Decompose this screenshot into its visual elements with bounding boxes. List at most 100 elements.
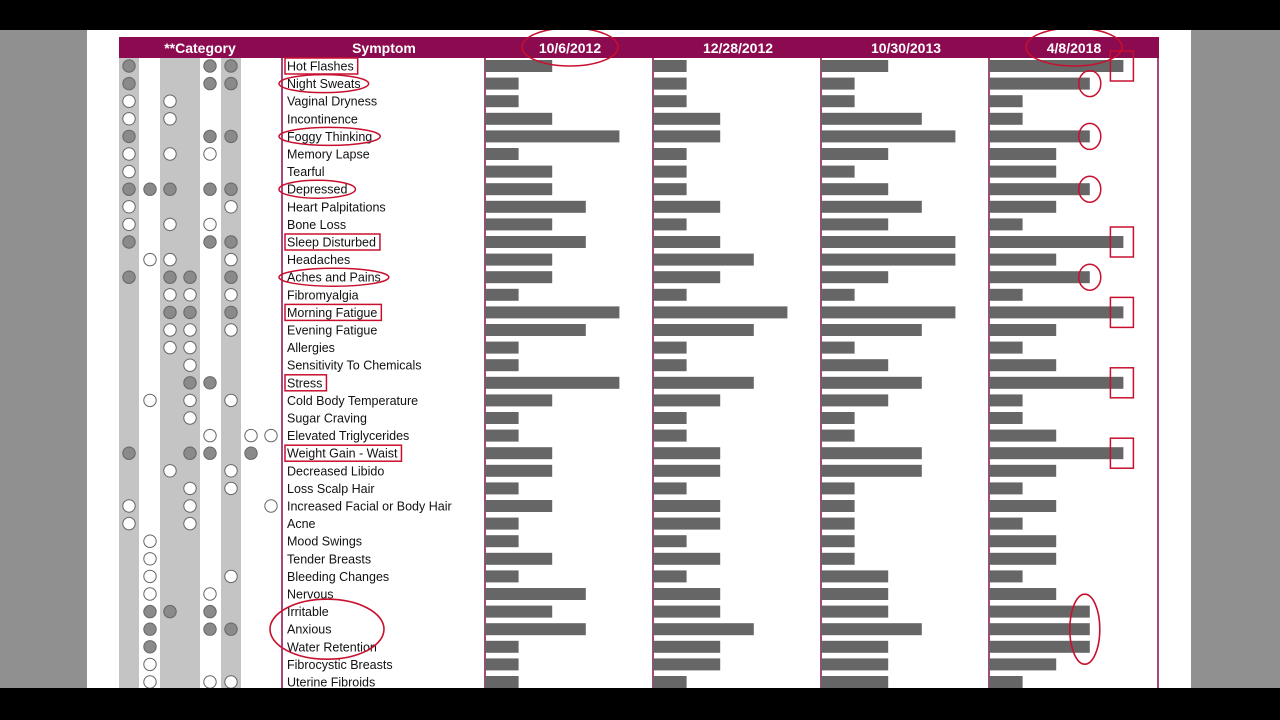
bar-increased-facial-or-body-hair-date3 bbox=[821, 500, 855, 512]
symptom-label-acne: Acne bbox=[287, 517, 316, 531]
category-marker-foggy-thinking-6 bbox=[224, 129, 238, 144]
category-marker-aches-and-pains-1 bbox=[122, 270, 136, 284]
column-separators bbox=[281, 58, 1159, 688]
symptom-label-fibrocystic-breasts: Fibrocystic Breasts bbox=[287, 658, 393, 672]
symptom-label-hot-flashes: Hot Flashes bbox=[287, 60, 354, 74]
category-marker-increased-facial-or-body-hair-8 bbox=[264, 499, 278, 513]
bar-heart-palpitations-date1 bbox=[485, 200, 586, 213]
bar-allergies-date2 bbox=[653, 341, 687, 354]
bar-uterine-fibroids-date1 bbox=[485, 676, 519, 688]
bar-box-morning-fatigue bbox=[1109, 296, 1135, 329]
bar-fibromyalgia-date3 bbox=[821, 288, 855, 301]
bar-irritable-date3 bbox=[821, 605, 889, 618]
category-marker-acne-4 bbox=[183, 516, 197, 531]
category-stripes bbox=[119, 58, 241, 688]
category-marker-elevated-triglycerides-8 bbox=[264, 428, 278, 443]
bar-acne-date4 bbox=[989, 517, 1023, 530]
category-marker-irritable-2 bbox=[143, 604, 157, 619]
bar-loss-scalp-hair-date1 bbox=[485, 482, 519, 495]
bar-decreased-libido-date1 bbox=[485, 464, 553, 477]
symptom-circle-aches-and-pains bbox=[278, 267, 390, 287]
category-marker-vaginal-dryness-3 bbox=[163, 94, 177, 108]
category-marker-tearful-1 bbox=[122, 164, 136, 179]
category-marker-anxious-5 bbox=[203, 622, 217, 636]
category-marker-vaginal-dryness-1 bbox=[122, 94, 136, 108]
symptom-label-anxious: Anxious bbox=[287, 623, 331, 637]
bar-circle-aches-and-pains bbox=[1078, 263, 1102, 291]
bar-acne-date1 bbox=[485, 517, 519, 530]
bar-irritable-date2 bbox=[653, 605, 721, 618]
category-header: **Category bbox=[164, 40, 236, 56]
symptom-label-water-retention: Water Retention bbox=[287, 640, 377, 654]
bar-incontinence-date4 bbox=[989, 112, 1023, 125]
bar-tearful-date1 bbox=[485, 165, 553, 178]
date-header-4: 4/8/2018 bbox=[1047, 40, 1102, 56]
bar-loss-scalp-hair-date4 bbox=[989, 482, 1023, 495]
bar-increased-facial-or-body-hair-date2 bbox=[653, 500, 721, 512]
bar-hot-flashes-date1 bbox=[485, 60, 553, 72]
bar-uterine-fibroids-date2 bbox=[653, 676, 687, 688]
bar-night-sweats-date2 bbox=[653, 77, 687, 90]
bar-vaginal-dryness-date2 bbox=[653, 95, 687, 108]
bar-sugar-craving-date1 bbox=[485, 412, 519, 424]
category-marker-heart-palpitations-6 bbox=[224, 200, 238, 214]
symptom-label-aches-and-pains: Aches and Pains bbox=[287, 271, 381, 285]
bar-nervous-date3 bbox=[821, 588, 889, 600]
category-marker-weight-gain-waist-5 bbox=[203, 446, 217, 460]
bar-memory-lapse-date3 bbox=[821, 148, 889, 160]
category-marker-anxious-2 bbox=[143, 622, 157, 636]
bar-elevated-triglycerides-date3 bbox=[821, 429, 855, 442]
category-markers bbox=[122, 59, 278, 688]
symptom-label-bone-loss: Bone Loss bbox=[287, 218, 346, 232]
category-marker-decreased-libido-3 bbox=[163, 464, 177, 478]
symptom-box-weight-gain-waist bbox=[284, 444, 403, 462]
bar-decreased-libido-date3 bbox=[821, 464, 922, 477]
category-marker-nervous-2 bbox=[143, 587, 157, 601]
bar-nervous-date1 bbox=[485, 588, 586, 600]
bar-heart-palpitations-date3 bbox=[821, 200, 922, 213]
category-marker-headaches-6 bbox=[224, 252, 238, 267]
bar-foggy-thinking-date2 bbox=[653, 130, 721, 143]
bar-tender-breasts-date4 bbox=[989, 552, 1057, 565]
symptom-label-uterine-fibroids: Uterine Fibroids bbox=[287, 676, 375, 689]
category-marker-uterine-fibroids-5 bbox=[203, 675, 217, 688]
category-marker-night-sweats-6 bbox=[224, 76, 238, 91]
bar-morning-fatigue-date2 bbox=[653, 306, 788, 319]
date-circle-10-6-2012 bbox=[521, 30, 619, 67]
category-marker-evening-fatigue-3 bbox=[163, 323, 177, 337]
symptom-box-hot-flashes bbox=[284, 57, 359, 75]
category-marker-decreased-libido-6 bbox=[224, 464, 238, 478]
symptom-label-nervous: Nervous bbox=[287, 588, 334, 602]
category-marker-irritable-3 bbox=[163, 604, 177, 619]
category-marker-aches-and-pains-4 bbox=[183, 270, 197, 284]
bar-bleeding-changes-date4 bbox=[989, 570, 1023, 583]
category-marker-bleeding-changes-6 bbox=[224, 569, 238, 584]
bar-decreased-libido-date2 bbox=[653, 464, 721, 477]
category-marker-weight-gain-waist-1 bbox=[122, 446, 136, 460]
symptom-box-sleep-disturbed bbox=[284, 233, 381, 251]
header-bar bbox=[119, 37, 1159, 58]
category-marker-acne-1 bbox=[122, 516, 136, 531]
bar-nervous-date4 bbox=[989, 588, 1057, 600]
category-marker-irritable-5 bbox=[203, 604, 217, 619]
category-marker-stress-4 bbox=[183, 376, 197, 390]
severity-bars bbox=[485, 60, 1124, 688]
bar-loss-scalp-hair-date2 bbox=[653, 482, 687, 495]
bar-tearful-date4 bbox=[989, 165, 1057, 178]
bar-mood-swings-date1 bbox=[485, 535, 519, 548]
category-marker-fibromyalgia-6 bbox=[224, 288, 238, 302]
category-marker-bone-loss-1 bbox=[122, 217, 136, 232]
category-marker-morning-fatigue-6 bbox=[224, 305, 238, 320]
category-marker-loss-scalp-hair-6 bbox=[224, 481, 238, 496]
category-marker-elevated-triglycerides-7 bbox=[244, 428, 258, 443]
category-marker-memory-lapse-1 bbox=[122, 147, 136, 161]
bar-stress-date1 bbox=[485, 376, 620, 389]
bar-tearful-date3 bbox=[821, 165, 855, 178]
bar-bone-loss-date2 bbox=[653, 218, 687, 231]
bar-bone-loss-date1 bbox=[485, 218, 553, 231]
bar-sugar-craving-date4 bbox=[989, 412, 1023, 424]
date-header-2: 12/28/2012 bbox=[703, 40, 773, 56]
bar-foggy-thinking-date3 bbox=[821, 130, 956, 143]
bar-cold-body-temperature-date3 bbox=[821, 394, 889, 407]
bar-bleeding-changes-date3 bbox=[821, 570, 889, 583]
